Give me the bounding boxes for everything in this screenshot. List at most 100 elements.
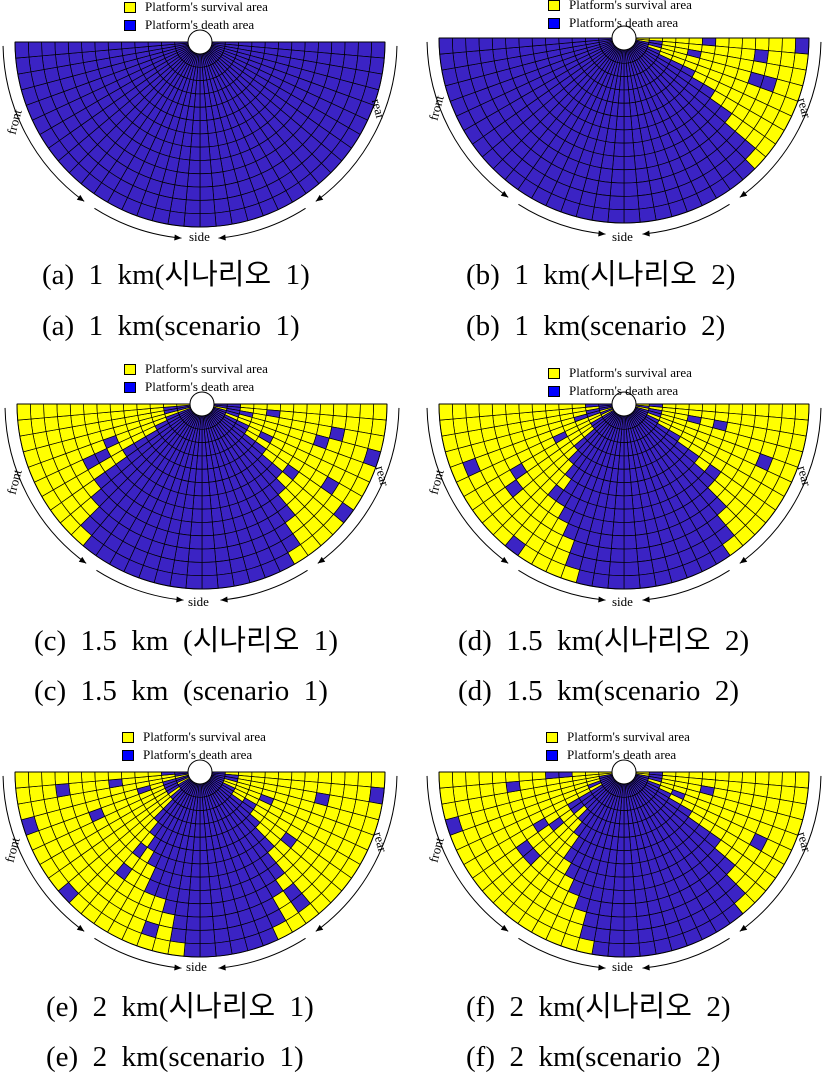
survival-cell xyxy=(741,37,757,50)
survival-cell xyxy=(465,416,482,432)
side-arc-left xyxy=(94,937,182,969)
death-cell xyxy=(614,863,625,878)
survival-cell xyxy=(83,412,99,425)
survival-cell xyxy=(715,771,730,782)
survival-cell xyxy=(57,415,73,430)
survival-cell xyxy=(792,418,809,437)
survival-cell xyxy=(109,403,125,413)
death-cell xyxy=(169,927,187,944)
death-cell xyxy=(635,533,650,549)
caption-c-en: (c) 1.5 km (scenario 1) xyxy=(34,675,328,707)
death-cell xyxy=(545,37,560,46)
death-cell xyxy=(558,771,573,779)
death-cell xyxy=(147,41,162,47)
death-cell xyxy=(184,199,201,215)
rear-arc xyxy=(317,407,400,564)
death-cell xyxy=(201,574,219,590)
survival-cell xyxy=(451,403,467,420)
polar-chart xyxy=(426,759,822,971)
death-cell xyxy=(355,55,372,73)
death-cell xyxy=(610,902,625,918)
survival-cell xyxy=(781,403,797,420)
legend-survival-label: Platform's survival area xyxy=(569,365,692,380)
death-cell xyxy=(636,546,652,563)
cell-grid xyxy=(438,771,810,958)
death-cell xyxy=(451,37,467,54)
survival-swatch xyxy=(122,731,134,743)
side-arc-left xyxy=(518,937,606,969)
survival-cell xyxy=(741,403,757,416)
death-cell xyxy=(607,942,625,958)
death-cell xyxy=(571,37,586,43)
side-arc-left-arrowhead xyxy=(598,964,606,971)
caption-d-ko: (d) 1.5 km(시나리오 2) xyxy=(458,625,750,657)
survival-cell xyxy=(96,403,111,414)
survival-cell xyxy=(779,51,796,69)
polar-chart xyxy=(426,391,822,603)
death-cell xyxy=(608,561,625,577)
side-label: side xyxy=(188,594,209,609)
death-cell xyxy=(623,929,640,945)
survival-cell xyxy=(304,771,319,783)
death-cell xyxy=(591,206,610,223)
outer-edge xyxy=(14,41,386,228)
survival-cell xyxy=(357,417,374,435)
death-cell xyxy=(189,876,201,891)
death-cell xyxy=(186,902,201,918)
death-cell xyxy=(591,940,610,957)
side-arc-left xyxy=(518,203,606,235)
death-cell xyxy=(201,534,216,550)
side-arc-right xyxy=(642,203,730,235)
death-cell xyxy=(614,495,625,510)
legend-survival-label: Platform's survival area xyxy=(569,0,692,12)
death-cell xyxy=(623,902,638,918)
front-arc xyxy=(426,407,509,564)
death-cell xyxy=(211,901,226,917)
death-cell xyxy=(199,942,217,958)
death-cell xyxy=(623,534,638,550)
death-cell xyxy=(199,810,205,825)
death-cell xyxy=(623,521,636,537)
front-arc-arrowhead xyxy=(78,556,87,564)
death-cell xyxy=(505,37,520,49)
death-swatch xyxy=(124,19,136,31)
death-cell xyxy=(637,559,655,576)
survival-cell xyxy=(43,416,60,432)
death-cell xyxy=(188,159,201,175)
death-cell xyxy=(199,133,210,148)
death-cell xyxy=(623,876,635,891)
center-hole xyxy=(611,759,637,785)
death-cell xyxy=(199,902,214,918)
legend-death-label: Platform's death area xyxy=(569,383,679,398)
death-cell xyxy=(212,914,228,931)
survival-cell xyxy=(439,786,456,805)
front-arc-arrowhead xyxy=(500,556,509,564)
death-cell xyxy=(41,41,56,57)
death-cell xyxy=(208,875,221,891)
death-cell xyxy=(623,442,629,457)
survival-cell xyxy=(715,37,730,48)
death-cell xyxy=(191,508,203,523)
survival-cell xyxy=(147,771,162,777)
survival-cell xyxy=(94,771,109,782)
death-swatch xyxy=(546,749,558,761)
death-cell xyxy=(183,212,201,228)
death-cell xyxy=(213,533,228,549)
legend-death-label: Platform's death area xyxy=(569,15,679,30)
center-hole xyxy=(189,391,215,417)
death-cell xyxy=(199,199,216,215)
legend-death: Platform's death area xyxy=(124,380,254,394)
legend-survival-label: Platform's survival area xyxy=(567,729,690,744)
survival-cell xyxy=(370,771,386,789)
side-arc-right-arrowhead xyxy=(220,596,228,603)
survival-cell xyxy=(465,784,482,800)
legend-death-label: Platform's death area xyxy=(567,747,677,762)
survival-cell xyxy=(728,37,743,49)
death-cell xyxy=(623,561,640,577)
cell-grid xyxy=(438,37,810,224)
death-cell xyxy=(199,849,209,865)
death-cell xyxy=(505,780,521,793)
panel-c: Platform's survival area Platform's deat… xyxy=(2,362,402,612)
death-cell xyxy=(201,521,214,537)
death-cell xyxy=(623,889,636,905)
